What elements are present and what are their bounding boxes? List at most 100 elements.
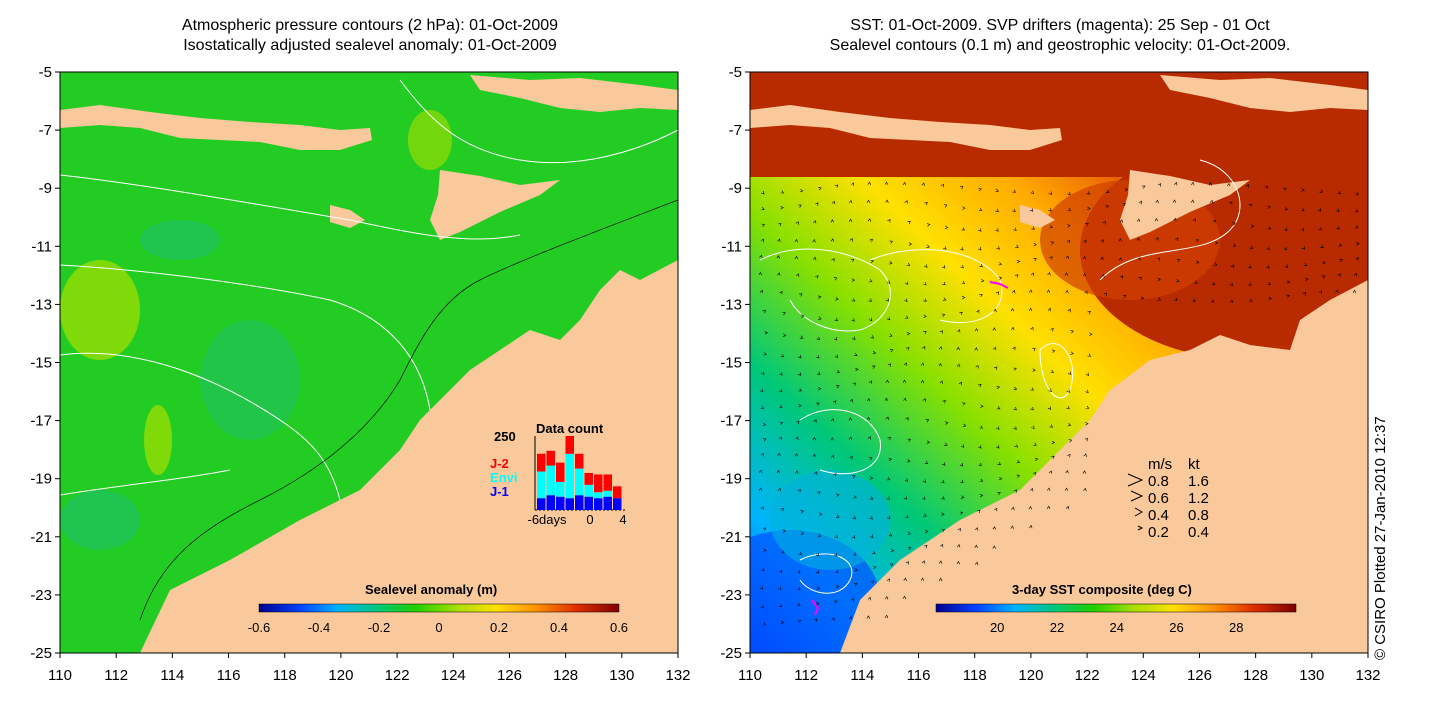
velocity-arrow [834, 553, 838, 557]
velocity-arrow [924, 460, 929, 465]
colorbar-tick-label: 20 [989, 620, 1005, 635]
velocity-ms-value: 0.2 [1148, 524, 1169, 541]
velocity-arrow [1013, 386, 1018, 391]
velocity-arrow [1103, 292, 1108, 296]
velocity-arrow [1301, 207, 1305, 212]
velocity-arrow [889, 333, 893, 337]
velocity-arrow [907, 438, 912, 442]
velocity-arrow [762, 438, 767, 442]
colorbar-tick-label: -0.4 [307, 620, 331, 635]
velocity-arrow [799, 188, 804, 193]
data-count-bar-envi [603, 490, 612, 497]
velocity-arrow [885, 199, 889, 204]
velocity-arrow [1028, 505, 1033, 510]
velocity-arrow [776, 255, 780, 259]
anomaly-patch [200, 320, 300, 440]
velocity-arrow [797, 488, 801, 493]
velocity-arrow [979, 493, 984, 498]
velocity-ms-value: 0.6 [1148, 490, 1169, 507]
colorbar-tick-label: 0 [435, 620, 443, 635]
velocity-arrow [1267, 226, 1272, 230]
velocity-arrow [794, 255, 798, 260]
lon-tick-label: 132 [1355, 667, 1380, 684]
velocity-arrow [1355, 191, 1359, 196]
velocity-arrow-0-4 [1134, 507, 1144, 517]
lon-tick-label: 128 [553, 667, 578, 684]
right-title-line1: SST: 01-Oct-2009. SVP drifters (magenta)… [850, 17, 1270, 34]
data-count-bar-envi [575, 468, 584, 496]
velocity-arrow [1229, 201, 1233, 205]
velocity-arrow [1318, 290, 1322, 294]
velocity-arrow [1047, 406, 1052, 410]
right-colorbar-title: 3-day SST composite (deg C) [1012, 582, 1192, 597]
velocity-arrow [938, 346, 943, 350]
velocity-arrow [956, 346, 960, 351]
velocity-arrow [1049, 225, 1053, 229]
velocity-arrow [978, 228, 982, 232]
velocity-arrow [944, 421, 949, 425]
velocity-arrow [1118, 257, 1122, 261]
velocity-arrow [1085, 223, 1089, 227]
velocity-arrow [1338, 243, 1343, 247]
velocity-arrow [903, 397, 907, 402]
velocity-arrow [1155, 236, 1159, 241]
velocity-arrow [1030, 487, 1034, 492]
velocity-arrow [833, 400, 837, 404]
velocity-arrow [1317, 208, 1322, 212]
velocity-arrow [1355, 257, 1359, 261]
velocity-arrow [922, 479, 927, 483]
axis-ticks: 110 112 114 116 118 120 122 124 126 128 130 132 -5 -7… [30, 64, 1380, 684]
sealevel-contour [1099, 159, 1241, 281]
velocity-arrow [835, 569, 839, 573]
velocity-arrow [848, 436, 853, 440]
data-count-bar-j1 [584, 496, 593, 510]
velocity-arrow [1212, 219, 1216, 224]
velocity-arrow [978, 445, 982, 449]
velocity-arrow [992, 526, 996, 530]
velocity-arrow [782, 312, 786, 316]
velocity-arrow [906, 262, 911, 267]
velocity-arrow [777, 487, 782, 492]
velocity-arrow [1013, 426, 1017, 430]
velocity-arrow [906, 459, 911, 463]
velocity-arrow [1067, 224, 1071, 228]
velocity-arrow [868, 317, 873, 322]
velocity-arrow [1012, 189, 1017, 193]
velocity-arrow [1066, 406, 1070, 410]
data-count-inset [534, 436, 625, 511]
velocity-arrow [778, 222, 782, 227]
velocity-arrow [835, 297, 839, 301]
velocity-arrow [1192, 298, 1196, 303]
data-count-bar-j2 [565, 436, 574, 454]
velocity-arrow [956, 363, 961, 368]
velocity-arrow [941, 512, 945, 516]
sealevel-contour [799, 409, 881, 475]
velocity-arrow [760, 452, 764, 457]
velocity-arrow [886, 477, 891, 481]
lon-tick-label: 128 [1243, 667, 1268, 684]
velocity-arrow [1124, 187, 1129, 192]
velocity-arrow [1339, 259, 1344, 263]
data-count-bar-j1 [603, 496, 612, 510]
velocity-arrow [923, 513, 927, 517]
velocity-arrow [961, 402, 966, 406]
velocity-arrow [798, 551, 802, 556]
anomaly-patch [408, 110, 452, 170]
velocity-arrow [1016, 474, 1021, 478]
velocity-arrow [759, 289, 764, 294]
velocity-arrow [761, 206, 765, 211]
velocity-arrow [1046, 505, 1051, 510]
velocity-arrow [1138, 200, 1142, 205]
velocity-arrow [1353, 272, 1357, 277]
velocity-arrow [1248, 265, 1252, 269]
velocity-arrow [1013, 227, 1017, 232]
velocity-arrow [906, 347, 910, 351]
velocity-arrow-0-6 [1130, 490, 1144, 502]
velocity-arrow [1336, 226, 1340, 230]
drifter-track [989, 281, 1009, 289]
velocity-arrow [1046, 289, 1051, 293]
velocity-arrow [855, 367, 859, 372]
data-count-bar-j1 [565, 498, 574, 510]
velocity-arrow [889, 240, 894, 244]
velocity-arrow-0-8 [1127, 473, 1144, 487]
